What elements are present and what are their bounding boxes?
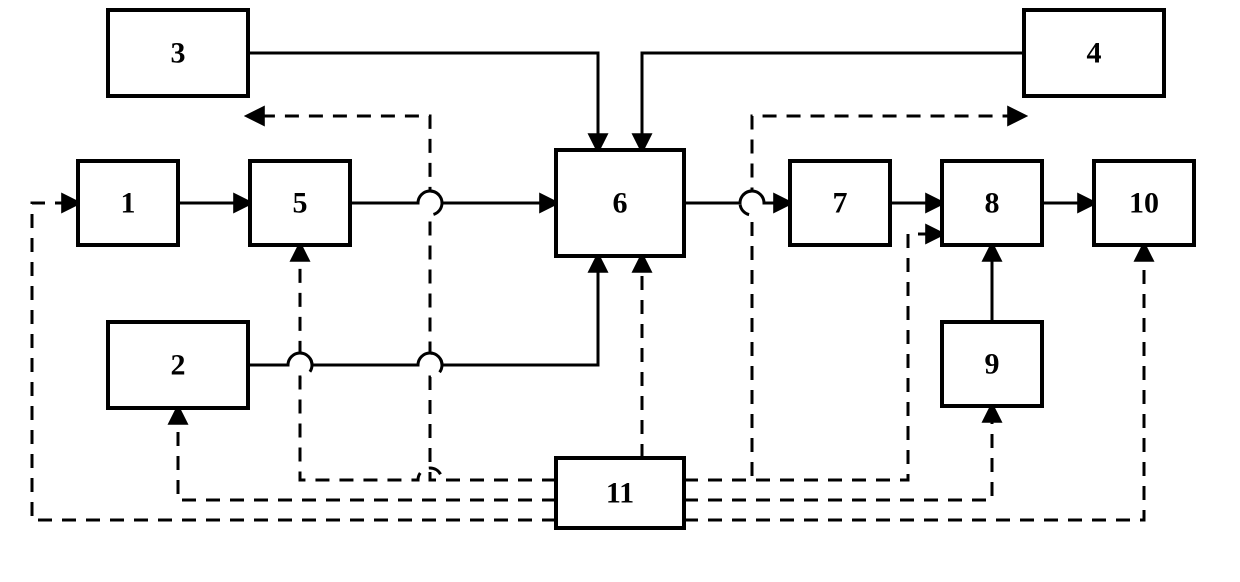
node-n10: 10 bbox=[1094, 161, 1194, 245]
node-label-n7: 7 bbox=[833, 187, 848, 220]
node-label-n4: 4 bbox=[1087, 37, 1102, 70]
node-n11: 11 bbox=[556, 458, 684, 528]
edge-d11_9 bbox=[684, 406, 992, 500]
node-label-n1: 1 bbox=[121, 187, 136, 220]
edge-d11_2 bbox=[178, 408, 556, 500]
edge-e3_6 bbox=[248, 53, 598, 150]
node-label-n2: 2 bbox=[171, 349, 186, 382]
node-n6: 6 bbox=[556, 150, 684, 256]
edge-e5_6 bbox=[350, 191, 556, 203]
node-n7: 7 bbox=[790, 161, 890, 245]
edge-d11_10 bbox=[684, 245, 1144, 520]
edge-e6_7 bbox=[684, 191, 790, 203]
node-n1: 1 bbox=[78, 161, 178, 245]
node-label-n10: 10 bbox=[1129, 187, 1159, 220]
edge-e4_6 bbox=[642, 53, 1024, 150]
node-label-n9: 9 bbox=[985, 348, 1000, 381]
node-label-n11: 11 bbox=[606, 477, 634, 510]
node-n3: 3 bbox=[108, 10, 248, 96]
node-label-n8: 8 bbox=[985, 187, 1000, 220]
node-n2: 2 bbox=[108, 322, 248, 408]
edge-d11_8 bbox=[684, 234, 942, 480]
node-n8: 8 bbox=[942, 161, 1042, 245]
node-label-n3: 3 bbox=[171, 37, 186, 70]
node-n9: 9 bbox=[942, 322, 1042, 406]
node-n4: 4 bbox=[1024, 10, 1164, 96]
edge-d11_5 bbox=[300, 245, 556, 480]
node-label-n5: 5 bbox=[293, 187, 308, 220]
node-label-n6: 6 bbox=[613, 187, 628, 220]
node-n5: 5 bbox=[250, 161, 350, 245]
